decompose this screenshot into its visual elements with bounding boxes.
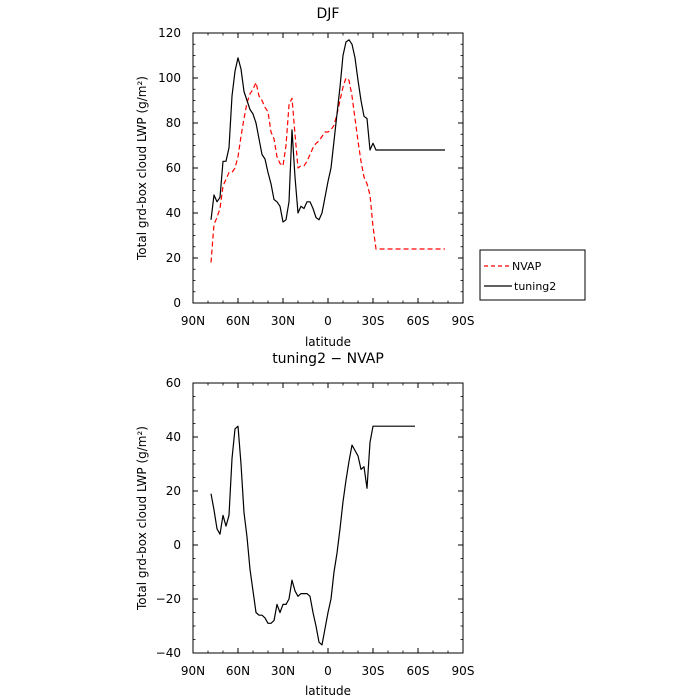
y-tick-label: 0 (173, 296, 181, 310)
y-tick-label: 60 (166, 376, 181, 390)
x-tick-label: 30N (271, 664, 295, 678)
y-tick-label: 120 (158, 26, 181, 40)
y-tick-label: 20 (166, 251, 181, 265)
legend-label-nvap: NVAP (512, 260, 542, 273)
panel-bottom: tuning2 − NVAP −40 −20 0 20 40 60 90N 60N 30N 0 3… (135, 351, 474, 698)
legend: NVAP tuning2 (480, 250, 585, 300)
x-tick-label: 60S (407, 664, 430, 678)
chart-title: DJF (317, 6, 340, 22)
series-line-difference (211, 426, 415, 645)
plot-area (211, 426, 415, 645)
y-tick-label: 40 (166, 206, 181, 220)
plot-frame (193, 33, 463, 303)
series-line-nvap (211, 78, 445, 263)
plot-area (211, 40, 445, 263)
x-tick-label: 0 (324, 314, 332, 328)
y-tick-label: −40 (156, 646, 181, 660)
x-tick-label: 90S (452, 664, 475, 678)
x-axis-label: latitude (305, 335, 351, 349)
x-tick-label: 60S (407, 314, 430, 328)
x-tick-label: 30N (271, 314, 295, 328)
series-line-tuning2 (211, 40, 445, 222)
legend-label-tuning2: tuning2 (514, 280, 556, 293)
y-tick-label: 80 (166, 116, 181, 130)
y-tick-label: 20 (166, 484, 181, 498)
y-axis-label: Total grd-box cloud LWP (g/m²) (135, 76, 149, 261)
y-tick-label: 60 (166, 161, 181, 175)
x-tick-label: 90N (181, 314, 205, 328)
x-axis: 90N 60N 30N 0 30S 60S 90S (181, 383, 475, 678)
y-axis: −40 −20 0 20 40 60 (156, 376, 463, 660)
x-tick-label: 60N (226, 314, 250, 328)
x-tick-label: 90N (181, 664, 205, 678)
y-tick-label: 40 (166, 430, 181, 444)
x-tick-label: 30S (362, 314, 385, 328)
x-tick-label: 0 (324, 664, 332, 678)
x-tick-label: 30S (362, 664, 385, 678)
x-axis-label: latitude (305, 684, 351, 698)
y-tick-label: 100 (158, 71, 181, 85)
chart-title: tuning2 − NVAP (272, 351, 384, 367)
x-tick-label: 60N (226, 664, 250, 678)
y-tick-label: 0 (173, 538, 181, 552)
y-axis-label: Total grd-box cloud LWP (g/m²) (135, 426, 149, 611)
y-axis: 0 20 40 60 80 100 120 (158, 26, 463, 310)
y-tick-label: −20 (156, 592, 181, 606)
x-tick-label: 90S (452, 314, 475, 328)
